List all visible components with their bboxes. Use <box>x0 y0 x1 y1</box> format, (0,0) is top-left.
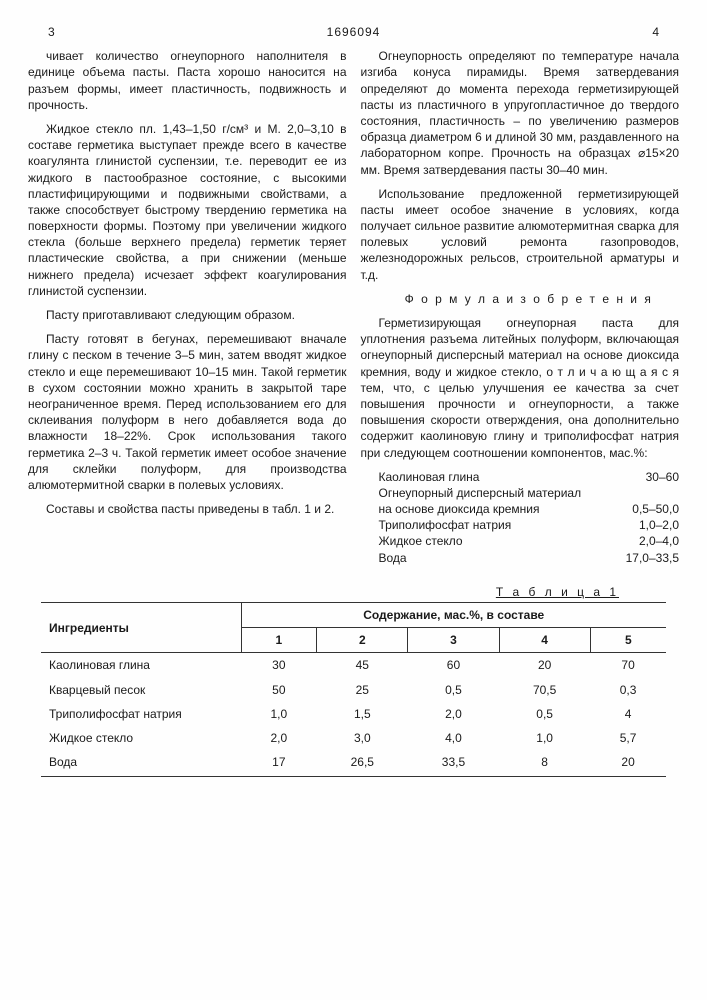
value-cell: 26,5 <box>317 750 408 777</box>
ingredient-cell: Вода <box>41 750 241 777</box>
paragraph: Использование предложенной герметизирующ… <box>361 186 680 283</box>
paragraph: чивает количество огнеупорного наполните… <box>28 48 347 113</box>
value-cell: 0,3 <box>590 678 666 702</box>
paragraph: Пасту приготавливают следующим образом. <box>28 307 347 323</box>
component-label: Жидкое стекло <box>379 533 631 549</box>
left-column: чивает количество огнеупорного наполните… <box>28 48 347 566</box>
formula-title: Ф о р м у л а и з о б р е т е н и я <box>361 291 680 307</box>
value-cell: 0,5 <box>408 678 499 702</box>
value-cell: 60 <box>408 653 499 678</box>
value-cell: 20 <box>499 653 590 678</box>
component-value <box>671 485 679 501</box>
component-value: 1,0–2,0 <box>631 517 679 533</box>
value-cell: 70,5 <box>499 678 590 702</box>
page-right: 4 <box>652 24 659 40</box>
value-cell: 50 <box>241 678 317 702</box>
value-cell: 4,0 <box>408 726 499 750</box>
right-column: Огнеупорность определяют по температуре … <box>361 48 680 566</box>
components-list: Каолиновая глина 30–60 Огнеупорный диспе… <box>361 469 680 566</box>
component-row: Триполифосфат натрия 1,0–2,0 <box>361 517 680 533</box>
value-cell: 17 <box>241 750 317 777</box>
col-header: 2 <box>317 628 408 653</box>
component-value: 17,0–33,5 <box>618 550 679 566</box>
text-columns: чивает количество огнеупорного наполните… <box>28 48 679 566</box>
ingredient-cell: Кварцевый песок <box>41 678 241 702</box>
component-row: Жидкое стекло 2,0–4,0 <box>361 533 680 549</box>
component-label: на основе диоксида кремния <box>379 501 625 517</box>
value-cell: 1,5 <box>317 702 408 726</box>
col-header: 5 <box>590 628 666 653</box>
col-header: 1 <box>241 628 317 653</box>
table-row: Вода1726,533,5820 <box>41 750 666 777</box>
component-label: Вода <box>379 550 618 566</box>
table-row: Триполифосфат натрия1,01,52,00,54 <box>41 702 666 726</box>
value-cell: 70 <box>590 653 666 678</box>
value-cell: 5,7 <box>590 726 666 750</box>
value-cell: 20 <box>590 750 666 777</box>
value-cell: 33,5 <box>408 750 499 777</box>
col-header-ingredient: Ингредиенты <box>41 603 241 653</box>
paragraph: Жидкое стекло пл. 1,43–1,50 г/см³ и М. 2… <box>28 121 347 299</box>
document-number: 1696094 <box>327 24 381 40</box>
component-row: Вода 17,0–33,5 <box>361 550 680 566</box>
component-value: 0,5–50,0 <box>624 501 679 517</box>
component-row: Каолиновая глина 30–60 <box>361 469 680 485</box>
component-row: на основе диоксида кремния 0,5–50,0 <box>361 501 680 517</box>
value-cell: 1,0 <box>499 726 590 750</box>
ingredient-cell: Каолиновая глина <box>41 653 241 678</box>
value-cell: 25 <box>317 678 408 702</box>
col-header: 3 <box>408 628 499 653</box>
table-row: Кварцевый песок50250,570,50,3 <box>41 678 666 702</box>
table-caption: Т а б л и ц а 1 <box>28 584 679 600</box>
composition-table: Ингредиенты Содержание, мас.%, в составе… <box>41 602 666 777</box>
value-cell: 2,0 <box>408 702 499 726</box>
component-label: Триполифосфат натрия <box>379 517 631 533</box>
page-header: 3 1696094 4 <box>28 24 679 40</box>
component-row: Огнеупорный дисперсный материал <box>361 485 680 501</box>
value-cell: 0,5 <box>499 702 590 726</box>
paragraph: Составы и свойства пасты приведены в таб… <box>28 501 347 517</box>
value-cell: 4 <box>590 702 666 726</box>
table-row: Жидкое стекло2,03,04,01,05,7 <box>41 726 666 750</box>
value-cell: 3,0 <box>317 726 408 750</box>
col-header: 4 <box>499 628 590 653</box>
component-value: 30–60 <box>638 469 679 485</box>
paragraph: Огнеупорность определяют по температуре … <box>361 48 680 178</box>
value-cell: 8 <box>499 750 590 777</box>
component-label: Огнеупорный дисперсный материал <box>379 485 672 501</box>
page-left: 3 <box>48 24 55 40</box>
table-1: Т а б л и ц а 1 Ингредиенты Содержание, … <box>28 584 679 778</box>
value-cell: 30 <box>241 653 317 678</box>
ingredient-cell: Триполифосфат натрия <box>41 702 241 726</box>
paragraph: Герметизирующая огнеупорная паста для уп… <box>361 315 680 461</box>
value-cell: 1,0 <box>241 702 317 726</box>
component-value: 2,0–4,0 <box>631 533 679 549</box>
value-cell: 2,0 <box>241 726 317 750</box>
value-cell: 45 <box>317 653 408 678</box>
component-label: Каолиновая глина <box>379 469 638 485</box>
ingredient-cell: Жидкое стекло <box>41 726 241 750</box>
paragraph: Пасту готовят в бегунах, перемешивают вн… <box>28 331 347 493</box>
table-row: Каолиновая глина3045602070 <box>41 653 666 678</box>
col-header-group: Содержание, мас.%, в составе <box>241 603 666 628</box>
